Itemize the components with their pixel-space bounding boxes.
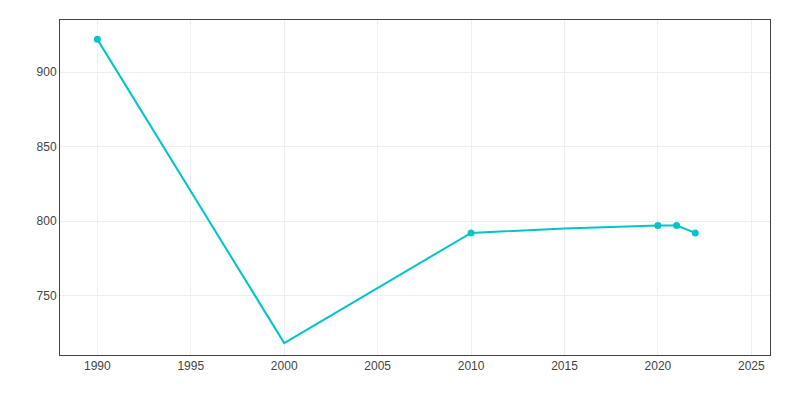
svg-text:2025: 2025 (738, 359, 765, 373)
svg-text:2000: 2000 (271, 359, 298, 373)
svg-text:1990: 1990 (84, 359, 111, 373)
svg-text:900: 900 (37, 65, 57, 79)
svg-text:850: 850 (37, 140, 57, 154)
svg-text:2020: 2020 (645, 359, 672, 373)
svg-text:2005: 2005 (364, 359, 391, 373)
svg-text:800: 800 (37, 214, 57, 228)
svg-text:1995: 1995 (177, 359, 204, 373)
svg-text:750: 750 (37, 289, 57, 303)
svg-text:2015: 2015 (551, 359, 578, 373)
svg-text:2010: 2010 (458, 359, 485, 373)
